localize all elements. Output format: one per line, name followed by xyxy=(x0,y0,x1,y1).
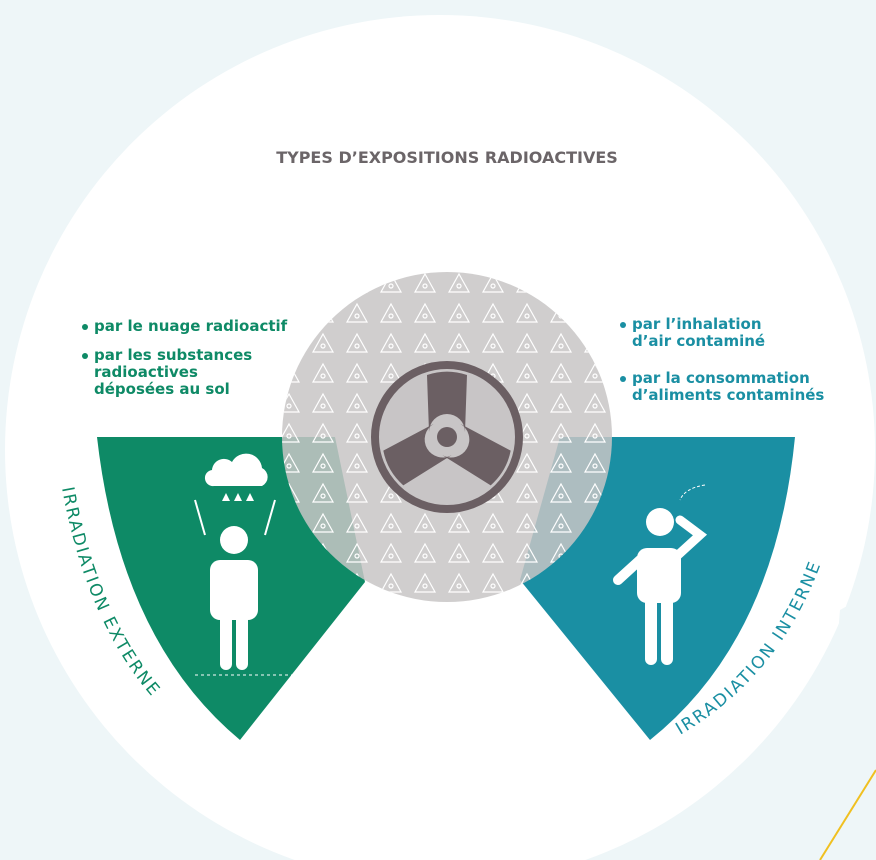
bullet: par le nuage radioactif xyxy=(82,318,334,335)
bullet: par les substances radioactives déposées… xyxy=(82,347,259,398)
title: TYPES D’EXPOSITIONS RADIOACTIVES xyxy=(276,148,618,167)
bullet: par l’inhalation d’air contaminé xyxy=(620,316,782,350)
diagram: TYPES D’EXPOSITIONS RADIOACTIVES IRRADIA… xyxy=(0,0,876,860)
bullet: par la consommation d’aliments contaminé… xyxy=(620,370,832,404)
radiation-symbol xyxy=(375,365,519,509)
infographic: TYPES D’EXPOSITIONS RADIOACTIVES IRRADIA… xyxy=(0,0,876,860)
